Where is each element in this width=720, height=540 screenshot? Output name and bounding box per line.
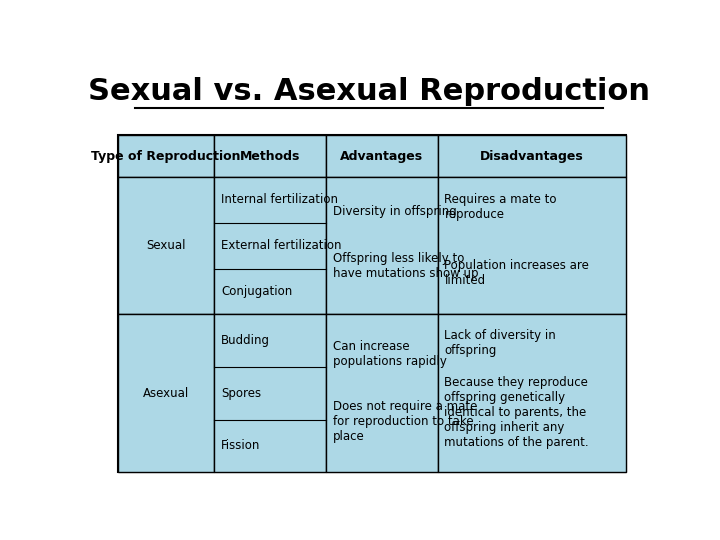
Text: Methods: Methods (240, 150, 300, 163)
Text: Diversity in offspring: Diversity in offspring (333, 205, 456, 218)
Text: Internal fertilization: Internal fertilization (221, 193, 338, 206)
Text: External fertilization: External fertilization (221, 239, 341, 252)
Text: Lack of diversity in
offspring: Lack of diversity in offspring (444, 329, 557, 357)
Text: Population increases are
limited: Population increases are limited (444, 259, 590, 287)
FancyBboxPatch shape (118, 136, 215, 177)
Text: Offspring less likely to
have mutations show up: Offspring less likely to have mutations … (333, 252, 478, 280)
Text: Type of Reproduction: Type of Reproduction (91, 150, 241, 163)
Text: Conjugation: Conjugation (221, 285, 292, 298)
Text: Asexual: Asexual (143, 387, 189, 400)
Text: Advantages: Advantages (341, 150, 423, 163)
Text: Spores: Spores (221, 387, 261, 400)
FancyBboxPatch shape (326, 314, 438, 472)
FancyBboxPatch shape (118, 177, 215, 314)
Text: Sexual: Sexual (146, 239, 186, 252)
Text: Fission: Fission (221, 440, 261, 453)
FancyBboxPatch shape (326, 177, 438, 314)
FancyBboxPatch shape (215, 177, 326, 314)
FancyBboxPatch shape (118, 314, 215, 472)
FancyBboxPatch shape (326, 136, 438, 177)
FancyBboxPatch shape (215, 314, 326, 472)
Text: Disadvantages: Disadvantages (480, 150, 584, 163)
FancyBboxPatch shape (438, 177, 626, 314)
Text: Can increase
populations rapidly: Can increase populations rapidly (333, 340, 446, 368)
Text: Does not require a mate
for reproduction to take
place: Does not require a mate for reproduction… (333, 400, 477, 443)
FancyBboxPatch shape (438, 314, 626, 472)
Text: Sexual vs. Asexual Reproduction: Sexual vs. Asexual Reproduction (88, 77, 650, 106)
FancyBboxPatch shape (118, 136, 626, 472)
Text: Because they reproduce
offspring genetically
identical to parents, the
offspring: Because they reproduce offspring genetic… (444, 376, 589, 449)
Text: Budding: Budding (221, 334, 270, 347)
Text: Requires a mate to
reproduce: Requires a mate to reproduce (444, 193, 557, 221)
FancyBboxPatch shape (215, 136, 326, 177)
FancyBboxPatch shape (438, 136, 626, 177)
